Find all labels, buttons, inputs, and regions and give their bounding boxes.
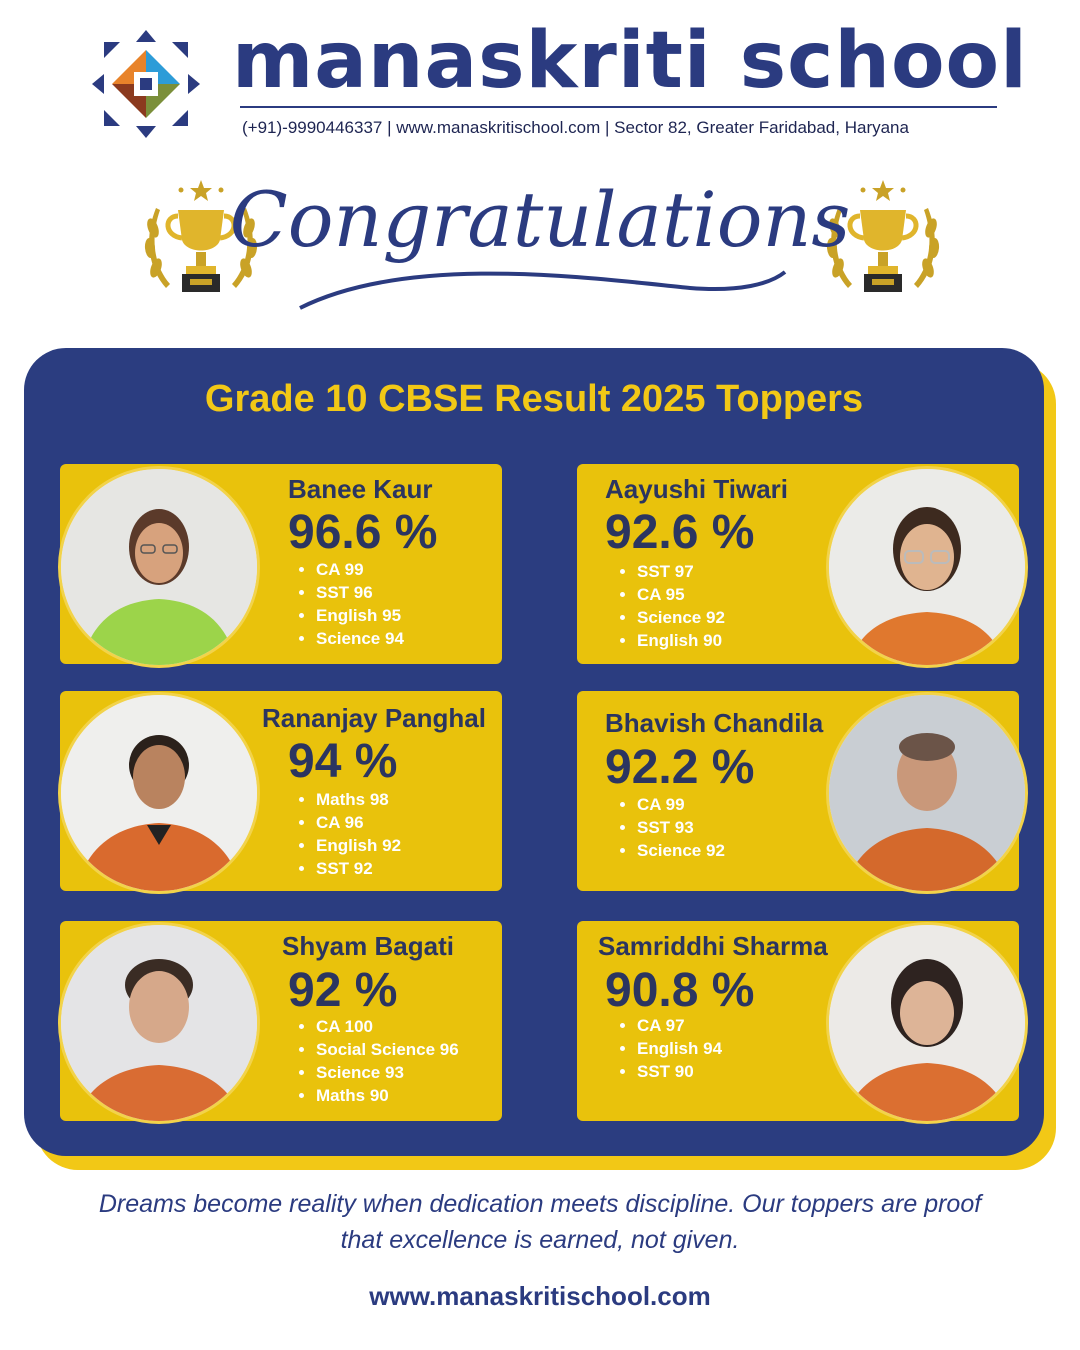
subject-score: Science 93 — [316, 1061, 459, 1084]
subject-score: Maths 90 — [316, 1084, 459, 1107]
student-photo — [826, 922, 1028, 1124]
student-photo — [826, 466, 1028, 668]
student-photo — [58, 922, 260, 1124]
header: manaskriti school (+91)-9990446337 | www… — [0, 0, 1080, 150]
results-title: Grade 10 CBSE Result 2025 Toppers — [204, 378, 864, 420]
topper-percentage: 92.2 % — [605, 741, 755, 794]
student-photo — [58, 692, 260, 894]
subject-list: SST 97 CA 95 Science 92 English 90 — [613, 560, 725, 652]
topper-name: Samriddhi Sharma — [598, 931, 828, 961]
student-photo — [58, 466, 260, 668]
school-logo-icon — [92, 30, 200, 138]
subject-list: CA 100 Social Science 96 Science 93 Math… — [292, 1015, 459, 1107]
topper-percentage: 90.8 % — [605, 964, 755, 1017]
topper-name: Banee Kaur — [288, 474, 433, 504]
subject-list: CA 99 SST 96 English 95 Science 94 — [292, 558, 404, 650]
subject-score: CA 97 — [637, 1014, 722, 1037]
trophy-icon — [144, 180, 258, 292]
congratulations-title: Congratulations — [229, 175, 851, 264]
subject-score: CA 99 — [637, 793, 725, 816]
topper-percentage: 92 % — [288, 964, 398, 1017]
subject-score: English 94 — [637, 1037, 722, 1060]
subject-score: CA 99 — [316, 558, 404, 581]
subject-score: Social Science 96 — [316, 1038, 459, 1061]
contact-line: (+91)-9990446337 | www.manaskritischool.… — [242, 118, 909, 137]
student-photo — [826, 692, 1028, 894]
subject-score: Maths 98 — [316, 788, 401, 811]
subject-score: CA 100 — [316, 1015, 459, 1038]
motivational-quote: Dreams become reality when dedication me… — [98, 1190, 982, 1254]
subject-list: CA 97 English 94 SST 90 — [613, 1014, 722, 1083]
topper-name: Bhavish Chandila — [605, 708, 824, 738]
subject-list: CA 99 SST 93 Science 92 — [613, 793, 725, 862]
subject-score: Science 94 — [316, 627, 404, 650]
header-divider — [240, 106, 997, 108]
subject-score: CA 95 — [637, 583, 725, 606]
subject-list: Maths 98 CA 96 English 92 SST 92 — [292, 788, 401, 880]
website-link[interactable]: www.manaskritischool.com — [369, 1281, 711, 1311]
subject-score: SST 90 — [637, 1060, 722, 1083]
subject-score: SST 93 — [637, 816, 725, 839]
topper-name: Shyam Bagati — [282, 931, 454, 961]
subject-score: CA 96 — [316, 811, 401, 834]
subject-score: English 95 — [316, 604, 404, 627]
topper-name: Aayushi Tiwari — [605, 474, 789, 504]
subject-score: Science 92 — [637, 839, 725, 862]
topper-percentage: 92.6 % — [605, 506, 755, 559]
subject-score: SST 96 — [316, 581, 404, 604]
trophy-icon — [826, 180, 940, 292]
topper-percentage: 94 % — [288, 735, 398, 788]
subject-score: SST 97 — [637, 560, 725, 583]
school-name: manaskriti school — [232, 16, 1028, 106]
subject-score: Science 92 — [637, 606, 725, 629]
topper-name: Rananjay Panghal — [262, 703, 486, 733]
subject-score: English 92 — [316, 834, 401, 857]
subject-score: SST 92 — [316, 857, 401, 880]
subject-score: English 90 — [637, 629, 725, 652]
topper-percentage: 96.6 % — [288, 506, 438, 559]
swoosh-decoration — [299, 270, 787, 310]
